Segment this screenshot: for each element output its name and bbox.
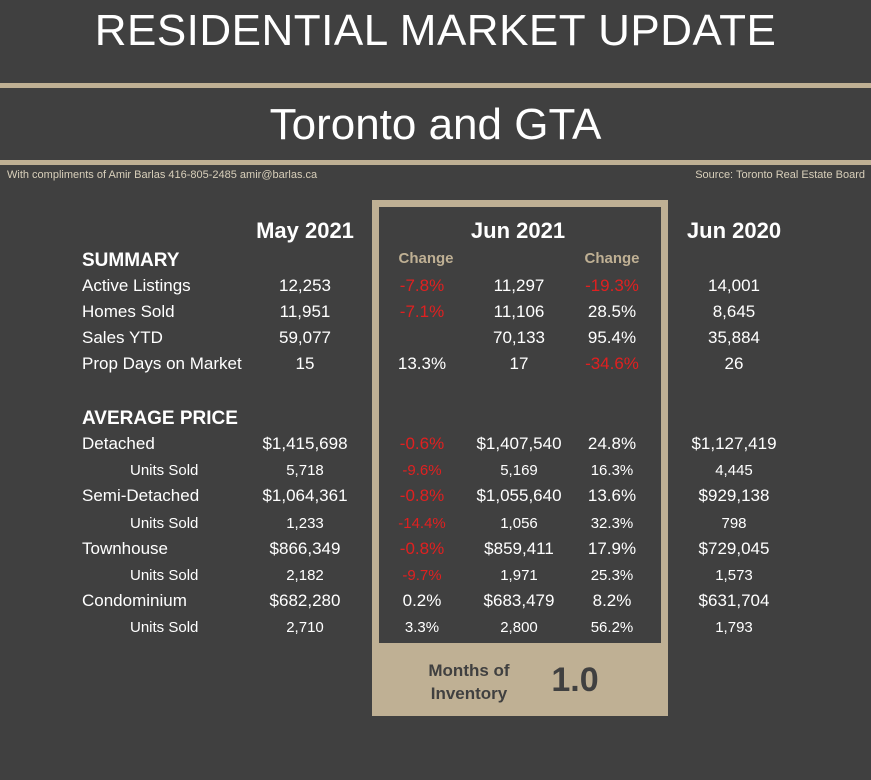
row-label: Homes Sold [82,302,175,321]
months-of-inventory-label: Months of Inventory [428,661,510,703]
section-heading-average-price: AVERAGE PRICE [82,408,238,429]
row-label: Detached [82,434,155,453]
row-label: Condominium [82,591,187,611]
compliments-note: With compliments of Amir Barlas 416-805-… [7,169,318,181]
row-label: Units Sold [130,462,199,480]
row-label: Prop Days on Market [82,354,242,373]
cell-change-may: -7.1% [399,302,445,321]
cell-jun-2021: 11,297 [493,276,545,295]
cell-jun-2021: 1,971 [500,567,538,584]
source-note: Source: Toronto Real Estate Board [695,169,865,181]
column-header-change-may: Change [398,250,454,267]
jun-2021-highlight-panel [379,207,661,643]
cell-jun-2020: 26 [724,354,744,373]
cell-change-jun2020: 13.6% [587,486,637,506]
column-header-change-jun2020: Change [584,250,640,267]
row-label: Townhouse [82,538,169,558]
table-row: Sales YTD 59,077 70,133 95.4% 35,884 [0,328,871,352]
row-label: Units Sold [130,567,199,584]
row-label: Sales YTD [82,328,163,347]
cell-jun-2020: 14,001 [708,276,760,295]
cell-change-jun2020: 28.5% [587,302,637,321]
cell-jun-2020: $1,127,419 [691,434,777,453]
subtitle-divider [0,160,871,165]
cell-jun-2020: 1,793 [715,619,753,637]
cell-jun-2021: 1,056 [500,514,538,532]
cell-may-2021: 15 [295,354,315,373]
column-header-jun-2021: Jun 2021 [470,218,566,243]
column-header-may-2021: May 2021 [256,218,354,243]
cell-may-2021: $1,064,361 [262,486,348,506]
cell-change-may: -0.6% [399,434,445,453]
table-row: Condominium $682,280 0.2% $683,479 8.2% $631,… [0,591,871,615]
cell-may-2021: 12,253 [279,276,331,295]
cell-jun-2020: 8,645 [712,302,756,321]
cell-jun-2021: $1,407,540 [476,434,562,453]
cell-may-2021: 59,077 [279,328,331,347]
region-subtitle: Toronto and GTA [269,100,602,149]
cell-change-jun2020: 25.3% [590,567,634,584]
cell-change-may: -7.8% [399,276,445,295]
cell-jun-2021: $859,411 [484,538,554,558]
cell-may-2021: 5,718 [286,462,324,480]
cell-jun-2020: 35,884 [708,328,760,347]
cell-change-jun2020: 95.4% [587,328,637,347]
cell-change-jun2020: 56.2% [590,619,634,637]
cell-change-may: -9.7% [402,567,442,584]
table-row: Units Sold 5,718 -9.6% 5,169 16.3% 4,445 [0,462,871,486]
cell-may-2021: 2,710 [286,619,324,637]
cell-jun-2020: 798 [721,514,747,532]
table-row: Prop Days on Market 15 13.3% 17 -34.6% 26 [0,354,871,378]
cell-jun-2020: $929,138 [698,486,770,506]
cell-change-jun2020: 17.9% [587,538,637,558]
cell-change-may: 3.3% [404,619,440,637]
cell-may-2021: $682,280 [269,591,341,611]
cell-change-may: -0.8% [399,538,445,558]
cell-jun-2021: 70,133 [493,328,545,347]
cell-change-may: 0.2% [402,591,442,611]
cell-may-2021: $866,349 [269,538,341,558]
cell-jun-2020: 4,445 [715,462,753,480]
cell-jun-2020: 1,573 [715,567,753,584]
row-label: Semi-Detached [82,486,200,506]
table-row: Active Listings 12,253 -7.8% 11,297 -19.3% 14… [0,276,871,300]
table-row: Detached $1,415,698 -0.6% $1,407,540 24.8% $1… [0,434,871,458]
cell-may-2021: 11,951 [279,302,331,321]
cell-change-may: -9.6% [402,462,442,480]
title-divider [0,83,871,88]
cell-change-may: 13.3% [397,354,447,373]
table-row: Units Sold 2,710 3.3% 2,800 56.2% 1,793 [0,619,871,643]
table-row: Units Sold 1,233 -14.4% 1,056 32.3% 798 [0,515,871,539]
report-title: RESIDENTIAL MARKET UPDATE [94,6,777,55]
cell-jun-2021: 2,800 [500,619,538,637]
cell-may-2021: 1,233 [286,514,324,532]
row-label: Units Sold [130,514,199,532]
months-of-inventory-value: 1.0 [551,661,599,699]
cell-change-jun2020: 8.2% [592,591,632,611]
cell-jun-2021: $683,479 [483,591,555,611]
section-heading-summary: SUMMARY [82,250,180,271]
row-label: Active Listings [82,276,191,295]
table-row: Townhouse $866,349 -0.8% $859,411 17.9% $729,… [0,539,871,563]
cell-may-2021: $1,415,698 [262,434,348,453]
row-label: Units Sold [130,619,199,637]
table-row: Homes Sold 11,951 -7.1% 11,106 28.5% 8,645 [0,302,871,326]
cell-jun-2020: $631,704 [698,591,770,611]
table-row: Semi-Detached $1,064,361 -0.8% $1,055,640 13… [0,486,871,510]
cell-jun-2021: 17 [509,354,529,373]
cell-jun-2021: 5,169 [500,462,538,480]
cell-jun-2021: $1,055,640 [476,486,562,506]
table-row: Units Sold 2,182 -9.7% 1,971 25.3% 1,573 [0,567,871,591]
cell-change-may: -0.8% [399,486,445,506]
cell-jun-2020: $729,045 [698,538,770,558]
cell-change-jun2020: 24.8% [587,434,637,453]
cell-change-may: -14.4% [398,514,446,532]
cell-change-jun2020: -34.6% [585,354,639,373]
column-header-jun-2020: Jun 2020 [686,218,782,243]
cell-change-jun2020: -19.3% [585,276,639,295]
cell-jun-2021: 11,106 [493,302,545,321]
cell-change-jun2020: 32.3% [590,514,634,532]
cell-may-2021: 2,182 [286,567,324,584]
cell-change-jun2020: 16.3% [590,462,634,480]
